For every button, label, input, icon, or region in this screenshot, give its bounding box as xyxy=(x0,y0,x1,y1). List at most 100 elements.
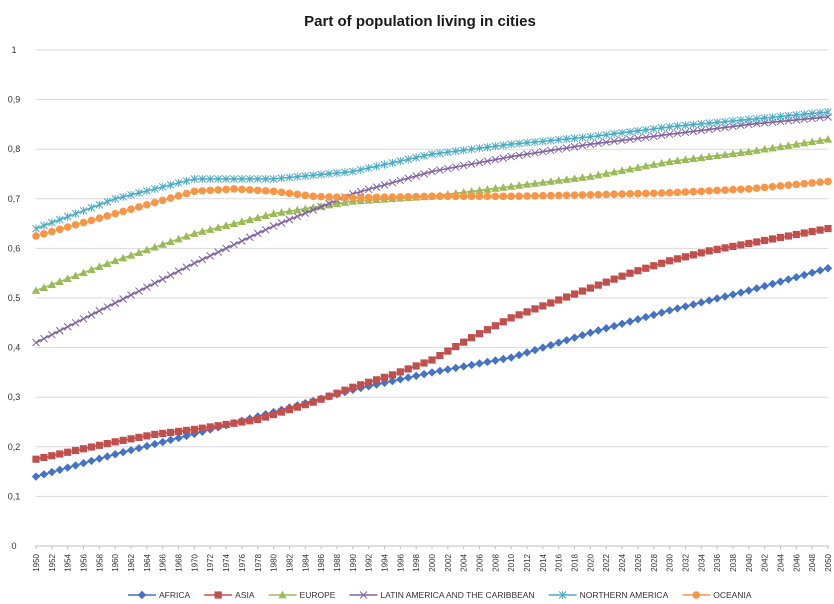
data-point-northern-america xyxy=(634,126,642,135)
data-point-latin-america-and-the-caribbean xyxy=(562,144,571,152)
data-point-oceania xyxy=(523,192,531,200)
data-point-oceania xyxy=(277,188,286,197)
data-point-northern-america xyxy=(808,109,817,118)
data-point-northern-america xyxy=(55,215,64,224)
data-point-northern-america xyxy=(261,174,270,183)
x-tick-label: 2018 xyxy=(571,553,580,571)
data-point-asia xyxy=(420,359,428,367)
data-point-oceania xyxy=(784,181,793,189)
data-point-northern-america xyxy=(602,130,611,139)
data-point-africa xyxy=(467,360,476,370)
data-point-oceania xyxy=(230,185,238,193)
data-point-latin-america-and-the-caribbean xyxy=(143,283,151,291)
data-point-northern-america xyxy=(182,176,191,185)
data-point-asia xyxy=(610,275,618,283)
data-point-europe xyxy=(530,179,540,187)
data-point-oceania xyxy=(547,191,555,200)
x-tick-label: 2008 xyxy=(491,553,500,571)
data-point-latin-america-and-the-caribbean xyxy=(55,326,64,335)
data-point-asia xyxy=(388,371,396,379)
data-point-northern-america xyxy=(475,144,484,153)
x-tick-label: 2006 xyxy=(476,553,485,571)
data-point-europe xyxy=(586,172,595,180)
data-point-asia xyxy=(32,455,40,463)
data-point-oceania xyxy=(737,185,745,194)
data-point-northern-america xyxy=(776,112,785,121)
y-tick-label: 0,6 xyxy=(8,243,21,253)
data-point-northern-america xyxy=(586,132,595,141)
data-point-latin-america-and-the-caribbean xyxy=(214,248,223,256)
data-point-northern-america xyxy=(594,131,603,140)
data-point-europe xyxy=(31,286,41,294)
data-point-latin-america-and-the-caribbean xyxy=(483,157,492,165)
x-tick-label: 2004 xyxy=(460,553,469,571)
data-point-europe xyxy=(206,225,215,233)
data-point-northern-america xyxy=(412,153,421,162)
data-point-africa xyxy=(396,375,405,384)
data-point-asia xyxy=(254,415,262,424)
data-point-oceania xyxy=(182,189,191,198)
data-point-oceania xyxy=(752,184,761,192)
data-point-latin-america-and-the-caribbean xyxy=(649,132,658,141)
data-point-latin-america-and-the-caribbean xyxy=(261,225,270,234)
x-tick-label: 2044 xyxy=(776,553,785,571)
data-point-asia xyxy=(404,365,412,373)
data-point-northern-america xyxy=(293,172,302,181)
legend-item-latin-america-and-the-caribbean: LATIN AMERICA AND THE CARIBBEAN xyxy=(349,590,535,600)
data-point-northern-america xyxy=(269,174,278,183)
data-point-africa xyxy=(134,443,144,453)
data-point-northern-america xyxy=(816,108,824,117)
data-point-oceania xyxy=(436,192,444,201)
data-point-oceania xyxy=(48,227,56,236)
data-point-africa xyxy=(712,294,722,303)
x-tick-label: 1974 xyxy=(222,553,231,571)
x-tick-label: 1990 xyxy=(349,553,358,571)
x-tick-label: 1970 xyxy=(190,553,199,571)
data-point-europe xyxy=(554,176,563,184)
y-axis-ticks: 0 0,1 0,2 0,3 0,4 0,5 0,6 0,7 0,8 0,9 1 xyxy=(8,45,21,551)
data-point-africa xyxy=(150,439,159,449)
data-point-europe xyxy=(815,136,825,144)
data-point-latin-america-and-the-caribbean xyxy=(491,155,500,164)
legend-label: EUROPE xyxy=(300,590,336,600)
data-point-latin-america-and-the-caribbean xyxy=(158,275,167,284)
data-point-oceania xyxy=(515,192,523,200)
data-point-asia xyxy=(673,255,682,263)
series-africa xyxy=(31,264,833,481)
data-point-oceania xyxy=(475,192,484,201)
data-point-northern-america xyxy=(325,169,333,178)
data-point-oceania xyxy=(531,192,539,200)
data-point-europe xyxy=(800,138,809,147)
legend-swatch-marker xyxy=(278,590,287,599)
data-point-oceania xyxy=(824,177,832,186)
data-point-oceania xyxy=(459,192,468,201)
data-point-northern-america xyxy=(190,174,199,183)
legend-label: NORTHERN AMERICA xyxy=(580,590,669,600)
data-point-oceania xyxy=(705,187,713,195)
x-tick-label: 2028 xyxy=(650,553,659,571)
data-point-oceania xyxy=(253,186,262,195)
data-point-northern-america xyxy=(348,167,357,176)
data-point-europe xyxy=(293,205,302,214)
data-point-africa xyxy=(657,308,666,317)
data-point-asia xyxy=(642,264,650,272)
data-point-oceania xyxy=(816,178,824,186)
data-point-asia xyxy=(761,236,769,245)
data-point-europe xyxy=(190,229,199,237)
data-point-europe xyxy=(776,142,785,151)
data-point-asia xyxy=(824,224,832,233)
data-point-northern-america xyxy=(443,148,452,157)
x-tick-label: 1986 xyxy=(317,553,326,571)
data-point-asia xyxy=(167,428,175,437)
data-point-africa xyxy=(514,350,524,360)
data-point-asia xyxy=(246,417,254,425)
data-point-latin-america-and-the-caribbean xyxy=(443,164,452,173)
data-point-oceania xyxy=(222,185,230,194)
data-point-europe xyxy=(261,211,270,220)
data-point-northern-america xyxy=(380,160,389,169)
data-point-africa xyxy=(546,340,555,350)
data-point-asia xyxy=(111,438,119,446)
data-point-asia xyxy=(539,302,547,310)
data-point-northern-america xyxy=(760,113,769,122)
